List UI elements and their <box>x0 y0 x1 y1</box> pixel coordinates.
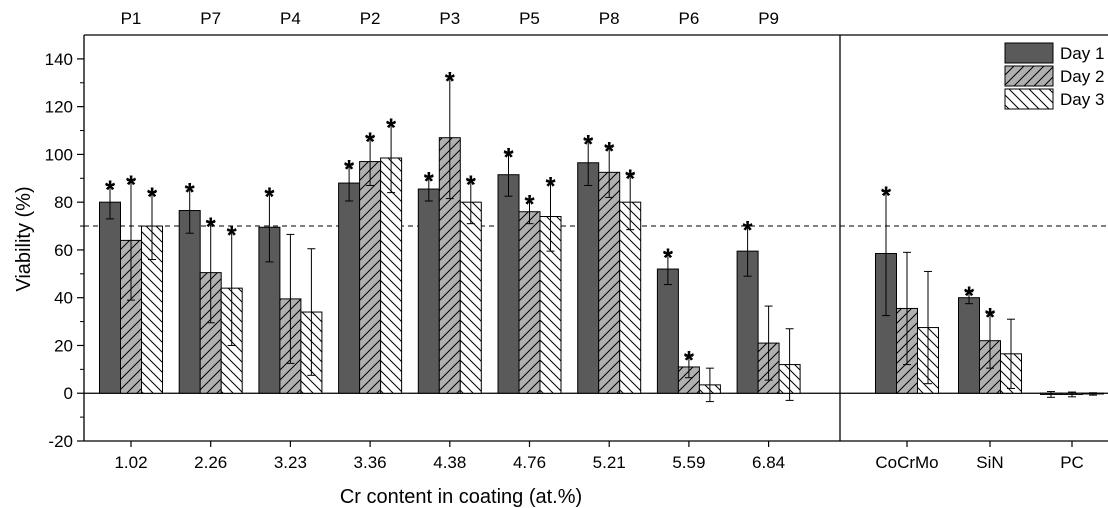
sample-label: P3 <box>439 9 460 28</box>
sample-bar-7-1 <box>656 268 679 394</box>
sample-label: P6 <box>679 9 700 28</box>
significance-star: * <box>424 166 435 196</box>
significance-star: * <box>545 171 556 201</box>
significance-star: * <box>126 170 137 200</box>
significance-star: * <box>344 154 355 184</box>
x-tick-label: 4.76 <box>513 453 546 472</box>
legend-swatch-2 <box>1004 65 1054 87</box>
sample-bar-6-2 <box>598 171 621 394</box>
significance-star: * <box>985 302 996 332</box>
y-tick-label: 20 <box>54 336 73 355</box>
sample-label: P1 <box>121 9 142 28</box>
x-axis-title: Cr content in coating (at.%) <box>340 486 582 508</box>
sample-label: P8 <box>599 9 620 28</box>
y-tick-label: 40 <box>54 289 73 308</box>
significance-star: * <box>386 112 397 142</box>
legend-swatch-1 <box>1004 42 1054 64</box>
sample-label: P4 <box>280 9 301 28</box>
significance-star: * <box>743 215 754 245</box>
significance-star: * <box>105 174 116 204</box>
y-tick-label: 80 <box>54 193 73 212</box>
significance-star: * <box>227 220 238 250</box>
x-tick-label: 5.21 <box>593 453 626 472</box>
significance-star: * <box>466 170 477 200</box>
sample-bar-5-1 <box>497 174 520 394</box>
significance-star: * <box>604 136 615 166</box>
x-tick-label: 6.84 <box>752 453 785 472</box>
legend: Day 1 Day 2 Day 3 <box>1004 42 1104 110</box>
legend-swatch-3 <box>1004 88 1054 110</box>
x-tick-label: SiN <box>976 453 1003 472</box>
y-axis-title: Viability (%) <box>13 186 35 291</box>
significance-star: * <box>264 182 275 212</box>
significance-star: * <box>583 129 594 159</box>
sample-bar-3-3 <box>380 157 403 394</box>
sample-label: P7 <box>200 9 221 28</box>
significance-star: * <box>185 177 196 207</box>
significance-star: * <box>881 180 892 210</box>
x-tick-label: 1.02 <box>114 453 147 472</box>
sample-bar-3-1 <box>338 182 361 394</box>
significance-star: * <box>524 189 535 219</box>
x-tick-label: 3.23 <box>274 453 307 472</box>
control-bar-1-1 <box>958 297 980 394</box>
y-tick-label: 0 <box>64 384 73 403</box>
significance-star: * <box>663 243 674 273</box>
sample-label: P5 <box>519 9 540 28</box>
legend-label: Day 3 <box>1060 90 1104 109</box>
x-tick-label: PC <box>1060 453 1084 472</box>
significance-star: * <box>503 142 514 172</box>
x-tick-label: 3.36 <box>354 453 387 472</box>
significance-star: * <box>684 345 695 375</box>
plot-area: -20 0 20 40 60 80 100 120 140 1.02 P1 * * * 2.26 P7 * * * 3… <box>45 9 1108 472</box>
significance-star: * <box>445 66 456 96</box>
x-tick-label: CoCrMo <box>875 453 938 472</box>
sample-bar-4-1 <box>417 188 440 394</box>
sample-label: P9 <box>758 9 779 28</box>
legend-label: Day 1 <box>1060 44 1104 63</box>
x-tick-label: 2.26 <box>194 453 227 472</box>
sample-bar-6-3 <box>619 201 642 394</box>
y-tick-label: 60 <box>54 241 73 260</box>
x-tick-label: 5.59 <box>672 453 705 472</box>
sample-label: P2 <box>360 9 381 28</box>
x-tick-label: 4.38 <box>433 453 466 472</box>
y-tick-label: 120 <box>45 98 73 117</box>
sample-bar-3-2 <box>359 161 382 394</box>
significance-star: * <box>964 281 975 311</box>
y-tick-label: 100 <box>45 145 73 164</box>
sample-bar-1-1 <box>178 210 201 394</box>
sample-bar-6-1 <box>577 162 600 394</box>
sample-bar-5-2 <box>518 211 541 394</box>
significance-star: * <box>206 211 217 241</box>
significance-star: * <box>625 164 636 194</box>
legend-label: Day 2 <box>1060 67 1104 86</box>
sample-bar-4-3 <box>459 201 482 394</box>
significance-star: * <box>365 127 376 157</box>
sample-bar-0-1 <box>99 201 121 394</box>
significance-star: * <box>147 182 158 212</box>
y-tick-label: -20 <box>48 432 73 451</box>
y-tick-label: 140 <box>45 50 73 69</box>
